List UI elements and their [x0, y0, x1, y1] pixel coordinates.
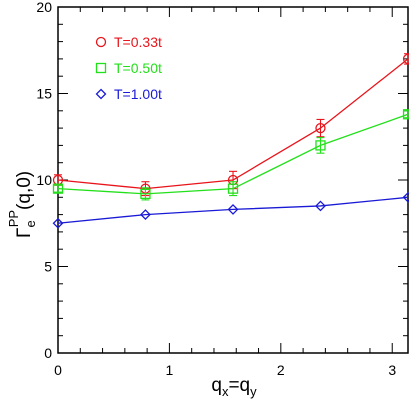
data-point [227, 203, 239, 215]
series-line [57, 196, 409, 224]
series-2 [52, 109, 409, 201]
data-point [402, 109, 409, 120]
legend: T=0.33t T=0.50t T=1.00t [95, 34, 162, 102]
x-axis-label-q1: q [211, 375, 222, 396]
data-point [140, 209, 151, 221]
legend-label: T=1.00t [114, 86, 162, 102]
legend-marker [95, 62, 107, 74]
y-tick-label: 20 [36, 0, 52, 15]
data-point [402, 191, 409, 203]
x-tick-label: 3 [388, 362, 396, 378]
data-point [52, 183, 64, 194]
legend-label: T=0.33t [114, 34, 162, 50]
y-axis-label-sub-e: e [23, 220, 38, 227]
axis-ticks [57, 6, 408, 354]
x-tick-label: 2 [277, 362, 285, 378]
y-tick-label: 15 [36, 86, 52, 102]
x-tick-label: 0 [54, 362, 62, 378]
y-axis-label-args: (q,0) [14, 171, 35, 210]
series-3 [52, 191, 409, 229]
y-tick-label: 5 [44, 259, 52, 275]
series-1 [52, 53, 409, 197]
legend-marker [95, 36, 107, 48]
data-point [140, 188, 151, 199]
series-line [57, 58, 409, 190]
y-axis-label-sup-pp: PP [6, 210, 21, 227]
data-point [52, 217, 64, 229]
data-point [315, 122, 326, 134]
x-axis-label-sub-x: x [222, 384, 229, 399]
data-point [315, 200, 326, 212]
legend-marker [95, 88, 107, 100]
legend-label: T=0.50t [114, 60, 162, 76]
data-point [402, 53, 409, 65]
x-axis-label-sub-y: y [250, 384, 257, 399]
axis-tick-labels: 0 5 10 15 20 0 1 2 3 [36, 0, 396, 378]
data-point [227, 183, 239, 194]
data-point [315, 140, 326, 151]
x-tick-label: 1 [166, 362, 174, 378]
x-axis-label: qx=qy [211, 375, 257, 399]
y-tick-label: 0 [44, 345, 52, 361]
y-tick-label: 10 [36, 172, 52, 188]
x-axis-label-q2: q [240, 375, 251, 396]
y-axis-label-gamma: Γ [14, 228, 35, 238]
x-axis-label-equals: = [228, 375, 239, 396]
y-axis-label: ΓePP(q,0) [6, 171, 38, 238]
series-layer [52, 53, 409, 229]
